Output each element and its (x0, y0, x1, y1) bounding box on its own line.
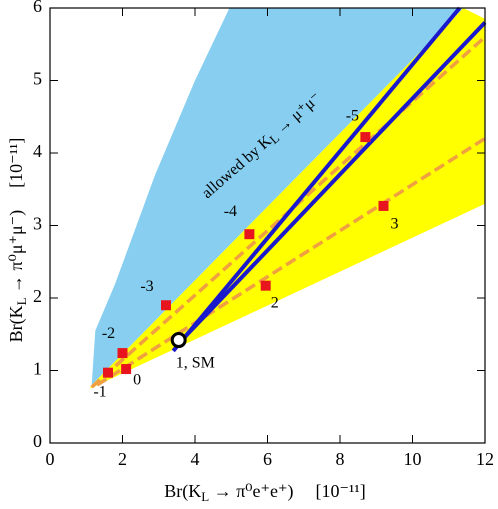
x-tick-label: 10 (404, 449, 422, 469)
x-axis-label: Br(KL → π⁰e⁺e⁺) [10⁻¹¹] (164, 481, 366, 504)
y-tick-label: 4 (33, 141, 42, 161)
marker (378, 200, 389, 211)
marker-label: -2 (102, 325, 115, 342)
marker (360, 132, 371, 143)
marker (121, 364, 132, 375)
y-tick-label: 0 (33, 431, 42, 451)
marker-label: -4 (224, 203, 237, 220)
x-label-unit: [10⁻¹¹] (315, 481, 365, 501)
marker (260, 280, 271, 291)
y-tick-label: 6 (33, 0, 42, 16)
x-tick-label: 0 (46, 449, 55, 469)
x-tick-label: 8 (336, 449, 345, 469)
marker-label: -3 (140, 278, 153, 295)
line (179, 21, 487, 343)
x-tick-label: 6 (263, 449, 272, 469)
y-tick-label: 2 (33, 286, 42, 306)
line (171, 6, 462, 353)
marker (103, 367, 113, 378)
x-label-part: → π⁰e⁺e⁺) (209, 481, 293, 502)
marker-label: 0 (133, 372, 141, 389)
y-label-sub: L (14, 297, 29, 305)
x-tick-label: 2 (118, 449, 127, 469)
x-tick-label: 4 (191, 449, 200, 469)
region (89, 8, 485, 389)
marker-label: -1 (93, 383, 106, 400)
y-label-part: Br(K (6, 305, 27, 342)
y-label-part: → π⁰μ⁺μ⁻) (6, 210, 27, 298)
y-label-unit: [10⁻¹¹] (6, 138, 26, 188)
y-axis-label: Br(KL → π⁰μ⁺μ⁻) [10⁻¹¹] (6, 138, 29, 343)
x-tick-label: 12 (476, 449, 494, 469)
x-label-part: Br(K (164, 481, 201, 502)
line (96, 137, 486, 387)
y-tick-label: 3 (33, 214, 42, 234)
y-tick-label: 1 (33, 359, 42, 379)
region (91, 8, 464, 385)
x-label-sub: L (201, 489, 209, 504)
reference-label: 1, SM (176, 355, 215, 372)
marker-label: 3 (391, 216, 399, 233)
marker-label: -5 (346, 108, 359, 125)
y-tick-label: 5 (33, 69, 42, 89)
marker (161, 300, 171, 311)
reference-point (170, 332, 187, 349)
marker (244, 229, 255, 240)
marker-label: 2 (271, 294, 279, 311)
marker (117, 348, 128, 359)
